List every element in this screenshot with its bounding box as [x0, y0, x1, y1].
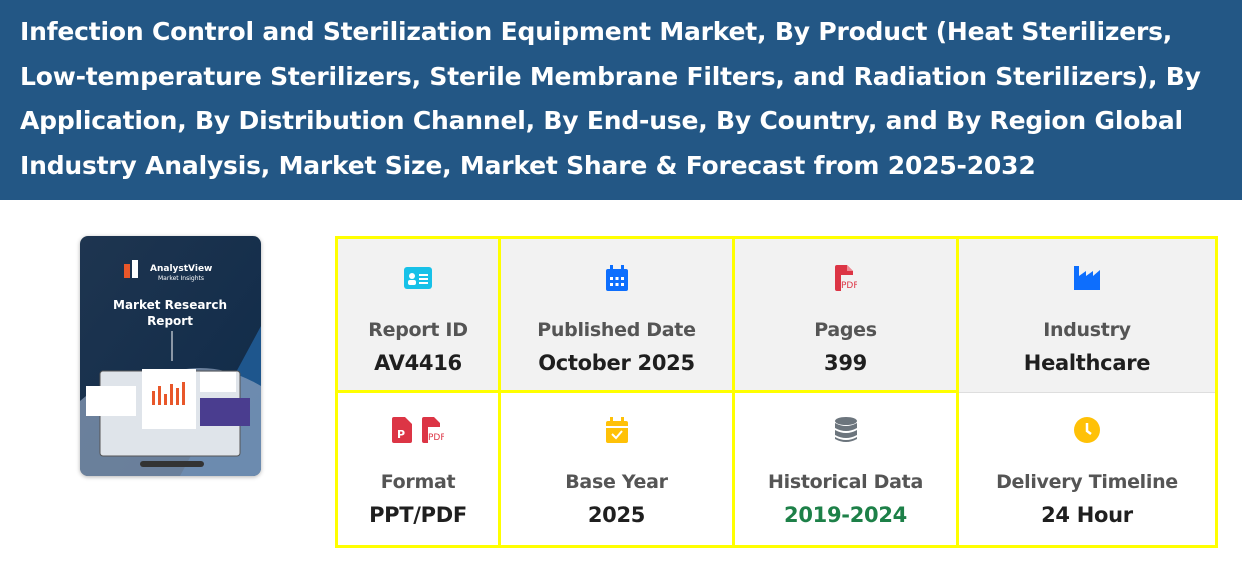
svg-text:Report: Report — [147, 314, 193, 328]
pages-cell: PDF Pages 399 — [735, 239, 959, 393]
published-date-label: Published Date — [537, 319, 696, 341]
format-cell: P PDF Format PPT/PDF — [338, 393, 501, 545]
delivery-timeline-label: Delivery Timeline — [996, 471, 1178, 493]
industry-label: Industry — [1043, 319, 1131, 341]
base-year-cell: Base Year 2025 — [501, 393, 735, 545]
published-date-value: October 2025 — [538, 351, 695, 375]
base-year-label: Base Year — [565, 471, 668, 493]
historical-data-cell: Historical Data 2019-2024 — [735, 393, 959, 545]
report-cover-image: AnalystView Market Insights Market Resea… — [80, 236, 261, 476]
page-title: Infection Control and Sterilization Equi… — [20, 17, 1201, 180]
svg-text:Market Research: Market Research — [113, 298, 227, 312]
pages-value: 399 — [824, 351, 867, 375]
format-value: PPT/PDF — [369, 503, 467, 527]
svg-text:AnalystView: AnalystView — [150, 264, 212, 274]
svg-text:PDF: PDF — [428, 433, 444, 443]
ppt-file-icon: P — [392, 417, 412, 443]
industry-cell: Industry Healthcare — [959, 239, 1215, 393]
clock-icon — [1074, 417, 1100, 443]
industry-value: Healthcare — [1023, 351, 1151, 375]
delivery-timeline-value: 24 Hour — [1041, 503, 1133, 527]
svg-text:PDF: PDF — [841, 281, 857, 291]
database-icon — [834, 417, 857, 442]
report-details-grid: Report ID AV4416 Published Date October … — [335, 236, 1218, 548]
format-label: Format — [380, 471, 456, 493]
page-header: Infection Control and Sterilization Equi… — [0, 0, 1242, 200]
pdf-file-icon: PDF — [834, 265, 857, 291]
pages-label: Pages — [814, 319, 877, 341]
delivery-timeline-cell: Delivery Timeline 24 Hour — [959, 393, 1215, 545]
calendar-icon — [605, 265, 628, 291]
historical-data-label: Historical Data — [768, 471, 923, 493]
pdf-file-icon: PDF — [422, 417, 444, 443]
calendar-check-icon — [605, 417, 628, 443]
id-card-icon — [404, 267, 432, 289]
historical-data-value: 2019-2024 — [784, 503, 907, 527]
svg-text:P: P — [397, 428, 405, 441]
industry-icon — [1074, 266, 1100, 290]
report-id-cell: Report ID AV4416 — [338, 239, 501, 393]
published-date-cell: Published Date October 2025 — [501, 239, 735, 393]
svg-text:Market Insights: Market Insights — [158, 275, 204, 282]
report-id-label: Report ID — [368, 319, 468, 341]
base-year-value: 2025 — [587, 503, 646, 527]
report-id-value: AV4416 — [374, 351, 462, 375]
